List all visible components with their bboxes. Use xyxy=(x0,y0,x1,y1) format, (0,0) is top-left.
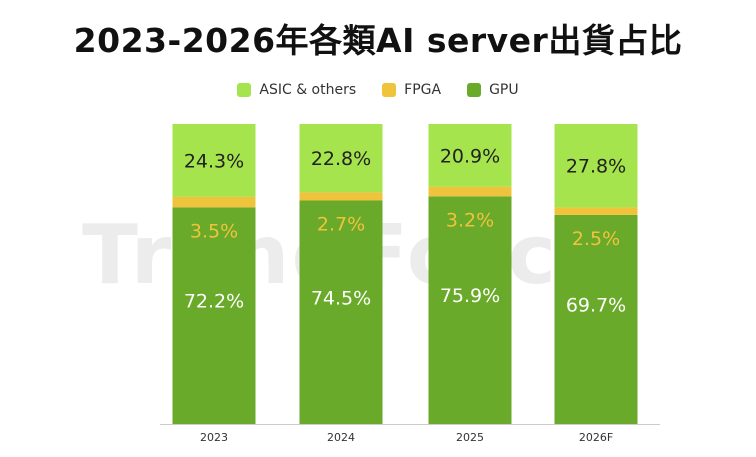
bar-segment-asic-others-2026f xyxy=(554,124,638,208)
legend-item-fpga: FPGA xyxy=(382,82,441,98)
bar-segment-fpga-2024 xyxy=(299,192,383,201)
data-label-asic-others-2026f: 27.8% xyxy=(566,156,626,178)
legend-item-gpu: GPU xyxy=(467,82,519,98)
legend-label-fpga: FPGA xyxy=(404,82,442,98)
data-label-fpga-2025: 3.2% xyxy=(446,209,494,231)
data-label-asic-others-2024: 22.8% xyxy=(311,148,371,170)
x-tick-label-2025: 2025 xyxy=(456,431,484,444)
chart-title: 2023-2026年各類AI server出貨占比 xyxy=(73,21,683,60)
legend-item-asic: ASIC & others xyxy=(237,82,356,98)
x-tick-label-2023: 2023 xyxy=(200,431,228,444)
chart-legend: ASIC & others FPGA GPU xyxy=(0,82,756,98)
data-label-gpu-2025: 75.9% xyxy=(440,285,500,307)
data-label-gpu-2023: 72.2% xyxy=(184,291,244,313)
bar-segment-asic-others-2025 xyxy=(428,124,512,187)
data-label-fpga-2026f: 2.5% xyxy=(572,228,620,250)
bar-segment-gpu-2024 xyxy=(299,200,383,424)
x-tick-label-2024: 2024 xyxy=(327,431,355,444)
bar-segment-fpga-2026f xyxy=(554,207,638,215)
bar-segment-asic-others-2024 xyxy=(299,124,383,193)
legend-label-gpu: GPU xyxy=(489,82,519,98)
data-label-fpga-2023: 3.5% xyxy=(190,220,238,242)
bar-segment-fpga-2025 xyxy=(428,186,512,197)
data-label-gpu-2026f: 69.7% xyxy=(566,294,626,316)
data-label-asic-others-2025: 20.9% xyxy=(440,145,500,167)
legend-swatch-gpu xyxy=(467,83,482,97)
legend-label-asic: ASIC & others xyxy=(259,82,357,98)
bar-segment-gpu-2025 xyxy=(428,196,512,424)
data-label-fpga-2024: 2.7% xyxy=(317,214,365,236)
bar-segment-gpu-2023 xyxy=(172,207,256,424)
legend-swatch-fpga xyxy=(382,83,397,97)
bar-segment-gpu-2026f xyxy=(554,214,638,424)
x-tick-label-2026f: 2026F xyxy=(579,431,613,444)
data-label-gpu-2024: 74.5% xyxy=(311,287,371,309)
bar-segment-asic-others-2023 xyxy=(172,124,256,197)
legend-swatch-asic xyxy=(237,83,252,97)
bar-segment-fpga-2023 xyxy=(172,196,256,208)
data-label-asic-others-2023: 24.3% xyxy=(184,150,244,172)
